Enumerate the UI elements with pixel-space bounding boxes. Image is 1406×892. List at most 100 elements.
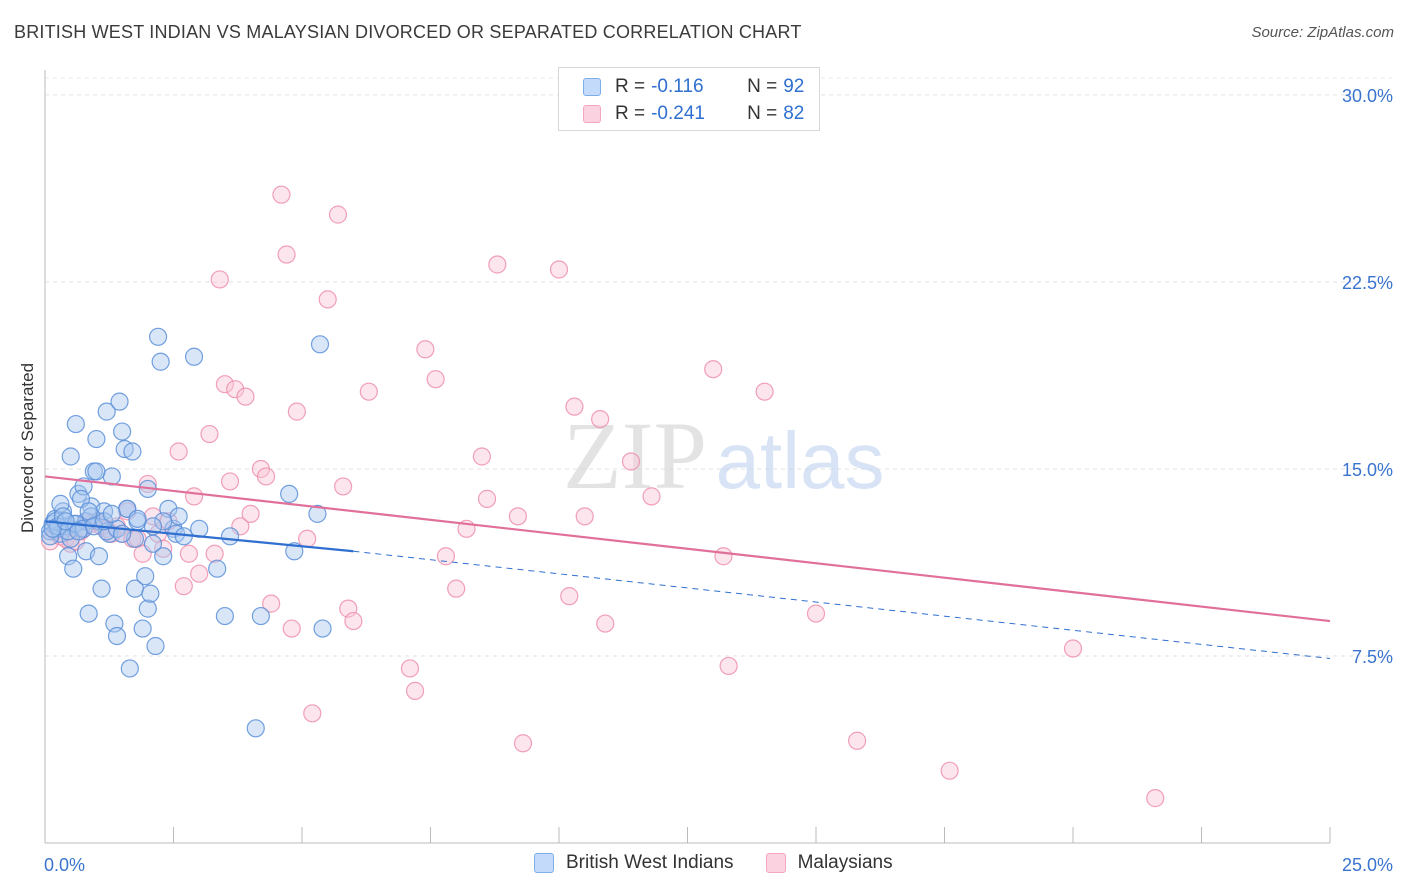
data-point-bwi — [61, 447, 80, 466]
trend-line-bwi-extension — [353, 550, 1331, 659]
data-point-malaysian — [596, 614, 615, 633]
data-point-malaysian — [200, 424, 219, 444]
chart-title: BRITISH WEST INDIAN VS MALAYSIAN DIVORCE… — [14, 22, 802, 42]
source-label: Source: ZipAtlas.com — [1251, 24, 1394, 41]
data-point-bwi — [148, 327, 168, 346]
watermark-atlas: atlas — [716, 416, 885, 505]
data-point-malaysian — [560, 587, 579, 606]
watermark-zip: ZIP — [563, 402, 707, 509]
data-point-malaysian — [447, 579, 466, 598]
legend-r-label: R = — [615, 103, 646, 124]
data-point-bwi — [169, 507, 188, 526]
data-point-bwi — [69, 522, 88, 541]
legend-item-bwi[interactable]: British West Indians — [534, 852, 734, 874]
data-point-malaysian — [318, 290, 337, 309]
data-point-bwi — [154, 512, 173, 531]
data-point-bwi — [56, 512, 75, 531]
data-point-malaysian — [359, 382, 378, 401]
data-point-malaysian — [241, 504, 260, 523]
legend-item-malaysian[interactable]: Malaysians — [765, 852, 893, 874]
data-point-malaysian — [287, 402, 306, 421]
data-point-bwi — [313, 619, 332, 638]
y-tick-label: 15.0% — [1342, 460, 1393, 480]
data-point-malaysian — [220, 472, 240, 491]
data-point-malaysian — [282, 619, 301, 638]
data-point-malaysian — [303, 704, 322, 723]
legend-r-label: R = — [615, 76, 646, 97]
data-point-malaysian — [1146, 789, 1165, 808]
data-point-bwi — [107, 626, 127, 646]
data-points — [41, 185, 1165, 808]
data-point-bwi — [92, 579, 111, 598]
data-point-bwi — [151, 352, 170, 371]
data-point-malaysian — [565, 397, 584, 416]
legend-n-label: N = — [747, 103, 778, 124]
data-point-malaysian — [190, 564, 209, 583]
data-point-malaysian — [508, 507, 527, 526]
stats-legend: R = -0.116 N = 92 R = -0.241 N = 82 — [558, 67, 820, 131]
data-point-malaysian — [169, 442, 188, 461]
data-point-malaysian — [405, 681, 425, 700]
legend-label-bwi: British West Indians — [566, 852, 734, 873]
data-point-bwi — [251, 606, 270, 626]
data-point-malaysian — [184, 487, 204, 506]
data-point-malaysian — [400, 659, 420, 678]
legend-swatch-bwi — [534, 853, 554, 873]
x-tick-label: 0.0% — [44, 855, 85, 875]
data-point-bwi — [102, 504, 121, 523]
data-point-bwi — [64, 559, 83, 578]
data-point-malaysian — [328, 205, 348, 224]
data-point-bwi — [138, 599, 157, 618]
data-point-malaysian — [416, 340, 435, 359]
x-tick-label: 25.0% — [1342, 855, 1393, 875]
y-tick-label: 22.5% — [1342, 273, 1393, 293]
data-point-bwi — [128, 509, 147, 528]
data-point-bwi — [97, 402, 116, 421]
data-point-bwi — [280, 484, 299, 504]
data-point-malaysian — [755, 382, 774, 401]
trend-lines — [44, 475, 1331, 659]
data-point-malaysian — [472, 447, 491, 466]
data-point-bwi — [123, 442, 142, 461]
data-point-bwi — [136, 567, 155, 586]
data-point-bwi — [215, 606, 234, 626]
data-point-bwi — [133, 619, 152, 638]
data-point-malaysian — [940, 761, 959, 780]
data-point-malaysian — [344, 611, 363, 631]
data-point-malaysian — [426, 370, 445, 389]
data-point-malaysian — [277, 245, 296, 264]
data-point-malaysian — [806, 604, 826, 623]
trend-line-malaysian — [44, 475, 1331, 623]
data-point-malaysian — [272, 185, 291, 204]
data-point-bwi — [154, 547, 173, 566]
data-point-malaysian — [334, 477, 353, 496]
data-point-bwi — [110, 392, 129, 411]
data-point-bwi — [310, 335, 330, 354]
data-point-bwi — [141, 584, 160, 603]
data-point-malaysian — [621, 452, 641, 471]
data-point-bwi — [79, 604, 98, 623]
data-point-malaysian — [1063, 639, 1083, 658]
data-point-bwi — [66, 414, 85, 434]
legend-swatch-malaysian — [583, 105, 601, 123]
trend-line-bwi — [44, 520, 354, 553]
y-axis-label: Divorced or Separated — [18, 362, 37, 534]
data-point-malaysian — [215, 375, 234, 394]
data-point-malaysian — [848, 731, 867, 750]
legend-r-value: -0.241 — [651, 103, 705, 124]
data-point-bwi — [87, 462, 106, 481]
data-point-malaysian — [714, 547, 733, 566]
data-point-bwi — [120, 659, 139, 678]
data-point-malaysian — [256, 467, 276, 486]
data-point-malaysian — [210, 270, 229, 289]
legend-swatch-bwi — [583, 78, 601, 96]
data-point-malaysian — [154, 539, 173, 558]
series-legend: British West Indians Malaysians — [534, 852, 925, 874]
data-point-malaysian — [513, 734, 533, 753]
legend-n-label: N = — [747, 76, 778, 97]
data-point-bwi — [246, 719, 265, 738]
legend-row-malaysian: R = -0.241 N = 82 — [583, 101, 804, 127]
data-point-malaysian — [236, 387, 255, 406]
data-point-malaysian — [477, 489, 497, 508]
